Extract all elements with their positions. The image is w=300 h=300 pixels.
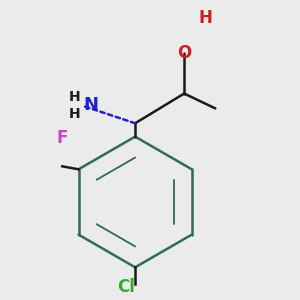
Text: H: H bbox=[69, 90, 80, 104]
Text: H: H bbox=[69, 107, 80, 121]
Text: O: O bbox=[177, 44, 191, 62]
Text: N: N bbox=[83, 96, 98, 114]
Text: F: F bbox=[57, 129, 68, 147]
Text: H: H bbox=[198, 9, 212, 27]
Text: Cl: Cl bbox=[117, 278, 135, 296]
